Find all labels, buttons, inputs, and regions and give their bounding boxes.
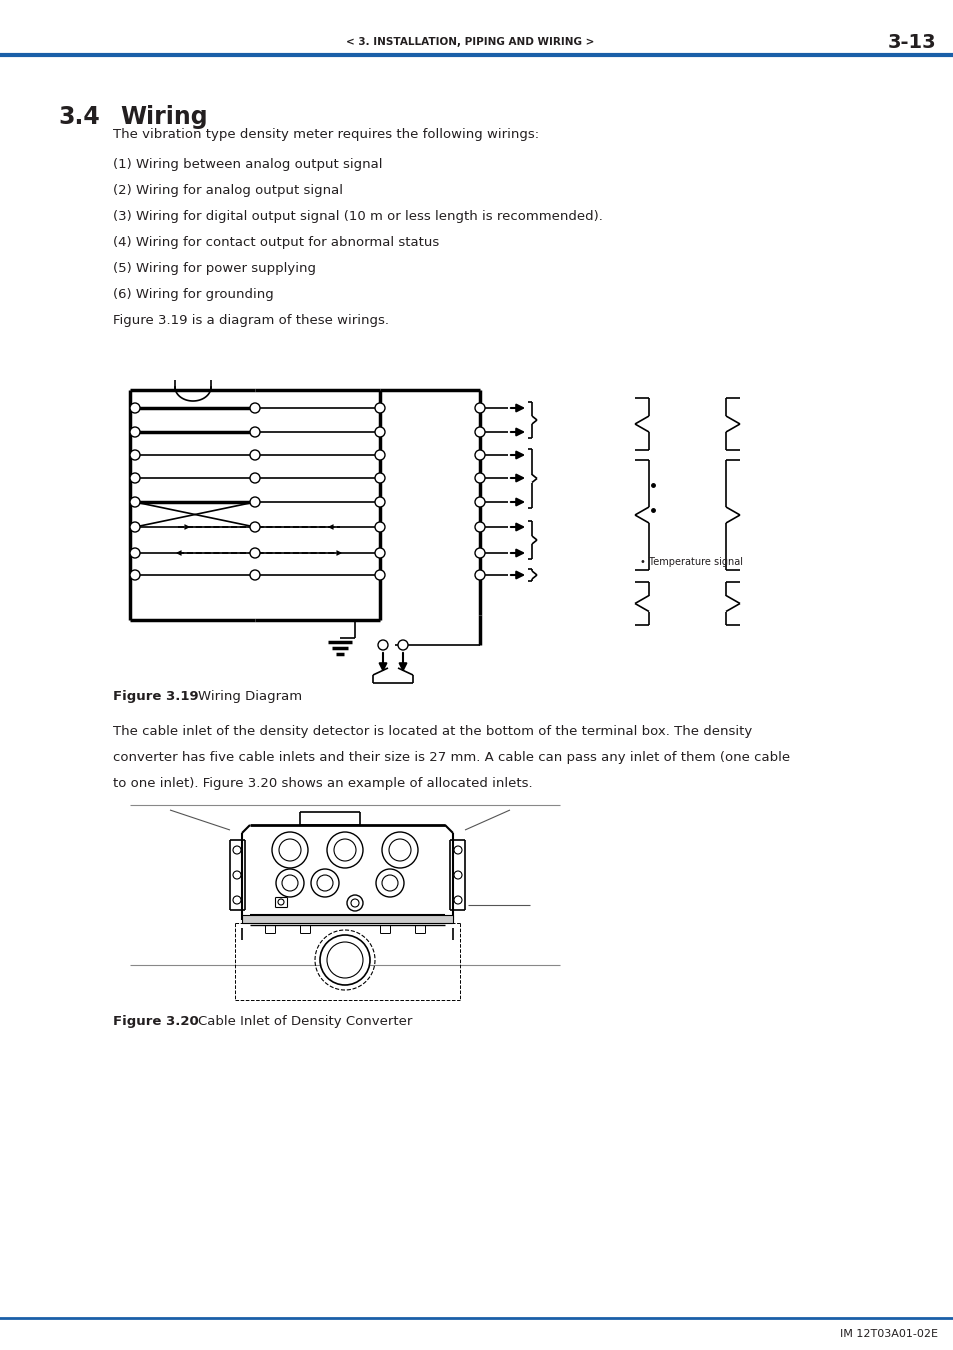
Circle shape: [375, 522, 385, 532]
Text: to one inlet). Figure 3.20 shows an example of allocated inlets.: to one inlet). Figure 3.20 shows an exam…: [112, 778, 532, 790]
Circle shape: [327, 942, 363, 977]
Circle shape: [375, 548, 385, 558]
Circle shape: [377, 640, 388, 649]
Circle shape: [475, 404, 484, 413]
Circle shape: [250, 472, 260, 483]
Circle shape: [475, 570, 484, 580]
Text: IM 12T03A01-02E: IM 12T03A01-02E: [840, 1328, 937, 1339]
Text: 3.4: 3.4: [58, 105, 100, 130]
Circle shape: [475, 522, 484, 532]
Circle shape: [272, 832, 308, 868]
Circle shape: [351, 899, 358, 907]
Circle shape: [347, 895, 363, 911]
Text: (6) Wiring for grounding: (6) Wiring for grounding: [112, 288, 274, 301]
Text: 3-13: 3-13: [886, 32, 935, 51]
Circle shape: [130, 548, 140, 558]
Circle shape: [130, 497, 140, 508]
Circle shape: [278, 838, 301, 861]
Circle shape: [130, 472, 140, 483]
Circle shape: [319, 936, 370, 986]
Text: (3) Wiring for digital output signal (10 m or less length is recommended).: (3) Wiring for digital output signal (10…: [112, 211, 602, 223]
Circle shape: [250, 522, 260, 532]
Text: Figure 3.19 is a diagram of these wirings.: Figure 3.19 is a diagram of these wiring…: [112, 315, 389, 327]
Circle shape: [250, 497, 260, 508]
Circle shape: [250, 450, 260, 460]
Text: converter has five cable inlets and their size is 27 mm. A cable can pass any in: converter has five cable inlets and thei…: [112, 751, 789, 764]
Circle shape: [250, 404, 260, 413]
Text: < 3. INSTALLATION, PIPING AND WIRING >: < 3. INSTALLATION, PIPING AND WIRING >: [345, 36, 594, 47]
Text: The cable inlet of the density detector is located at the bottom of the terminal: The cable inlet of the density detector …: [112, 725, 752, 738]
Text: Wiring Diagram: Wiring Diagram: [198, 690, 302, 703]
Circle shape: [277, 899, 284, 904]
Text: (1) Wiring between analog output signal: (1) Wiring between analog output signal: [112, 158, 382, 171]
Circle shape: [233, 871, 241, 879]
Circle shape: [381, 832, 417, 868]
Circle shape: [375, 497, 385, 508]
Circle shape: [316, 875, 333, 891]
Text: Figure 3.19: Figure 3.19: [112, 690, 198, 703]
Circle shape: [475, 548, 484, 558]
Circle shape: [250, 570, 260, 580]
Circle shape: [130, 570, 140, 580]
Circle shape: [130, 450, 140, 460]
Text: (5) Wiring for power supplying: (5) Wiring for power supplying: [112, 262, 315, 275]
Bar: [242, 915, 453, 923]
Circle shape: [475, 497, 484, 508]
Circle shape: [454, 896, 461, 905]
Text: (4) Wiring for contact output for abnormal status: (4) Wiring for contact output for abnorm…: [112, 236, 438, 248]
Circle shape: [375, 570, 385, 580]
Circle shape: [389, 838, 411, 861]
Circle shape: [282, 875, 297, 891]
Circle shape: [454, 871, 461, 879]
Circle shape: [327, 832, 363, 868]
Circle shape: [475, 450, 484, 460]
Circle shape: [375, 869, 403, 896]
Circle shape: [250, 427, 260, 437]
Circle shape: [454, 846, 461, 855]
Circle shape: [250, 548, 260, 558]
Circle shape: [381, 875, 397, 891]
Text: Figure 3.20: Figure 3.20: [112, 1015, 198, 1027]
Circle shape: [475, 427, 484, 437]
Circle shape: [130, 427, 140, 437]
Text: Wiring: Wiring: [120, 105, 208, 130]
Circle shape: [375, 450, 385, 460]
Circle shape: [275, 869, 304, 896]
Text: • Temperature signal: • Temperature signal: [639, 558, 742, 567]
Circle shape: [311, 869, 338, 896]
Circle shape: [334, 838, 355, 861]
Circle shape: [475, 472, 484, 483]
Text: The vibration type density meter requires the following wirings:: The vibration type density meter require…: [112, 128, 538, 140]
Circle shape: [233, 896, 241, 905]
Circle shape: [130, 522, 140, 532]
Text: Cable Inlet of Density Converter: Cable Inlet of Density Converter: [198, 1015, 412, 1027]
Circle shape: [130, 404, 140, 413]
Circle shape: [375, 404, 385, 413]
Circle shape: [397, 640, 408, 649]
Circle shape: [375, 427, 385, 437]
Circle shape: [233, 846, 241, 855]
Text: (2) Wiring for analog output signal: (2) Wiring for analog output signal: [112, 184, 343, 197]
Circle shape: [375, 472, 385, 483]
